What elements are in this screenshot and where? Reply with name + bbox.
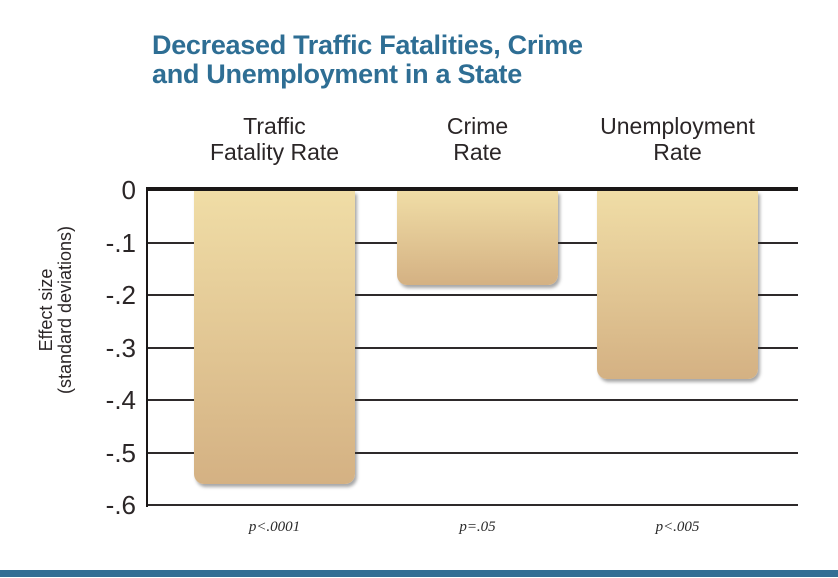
gridline--.5 [148,451,798,454]
bar-traffic-fatality-rate [194,191,355,484]
column-header-line: Unemployment [600,113,755,139]
gridline--.4 [148,399,798,401]
gridline--.3 [148,346,798,349]
y-tick-label-0: 0 [121,175,136,205]
y-tick-label--.6: -.6 [105,490,136,520]
column-header-line: Fatality Rate [209,139,340,165]
chart-title-line-2: and Unemployment in a State [152,59,522,89]
gridline--.2 [148,294,798,296]
plot-area [146,187,798,507]
chart-title: Decreased Traffic Fatalities, Crime and … [152,31,583,89]
column-header-unemployment-rate: Unemployment Rate [600,113,755,165]
chart-title-line-1: Decreased Traffic Fatalities, Crime [152,30,583,60]
column-header-crime-rate: Crime Rate [447,113,508,165]
y-tick-label--.3: -.3 [105,332,136,363]
p-value-label-unemployment-rate: p<.005 [655,519,700,535]
p-value-label-crime-rate: p=.05 [459,519,496,535]
y-tick-label--.1: -.1 [105,227,136,258]
column-header-line: Traffic [243,113,306,139]
y-tick-label--.2: -.2 [105,280,136,310]
column-header-line: Crime [446,113,509,139]
y-tick-label--.4: -.4 [105,385,136,415]
column-header-line: Rate [653,139,702,165]
column-header-traffic-fatality-rate: Traffic Fatality Rate [210,113,339,165]
y-tick-label--.5: -.5 [105,437,136,468]
bar-unemployment-rate [597,191,758,379]
bar-crime-rate [397,191,558,285]
column-header-line: Rate [453,139,502,165]
p-value-label-traffic-fatality-rate: p<.0001 [248,519,301,535]
footer-accent-bar [0,570,838,577]
gridline--.6 [148,504,798,506]
